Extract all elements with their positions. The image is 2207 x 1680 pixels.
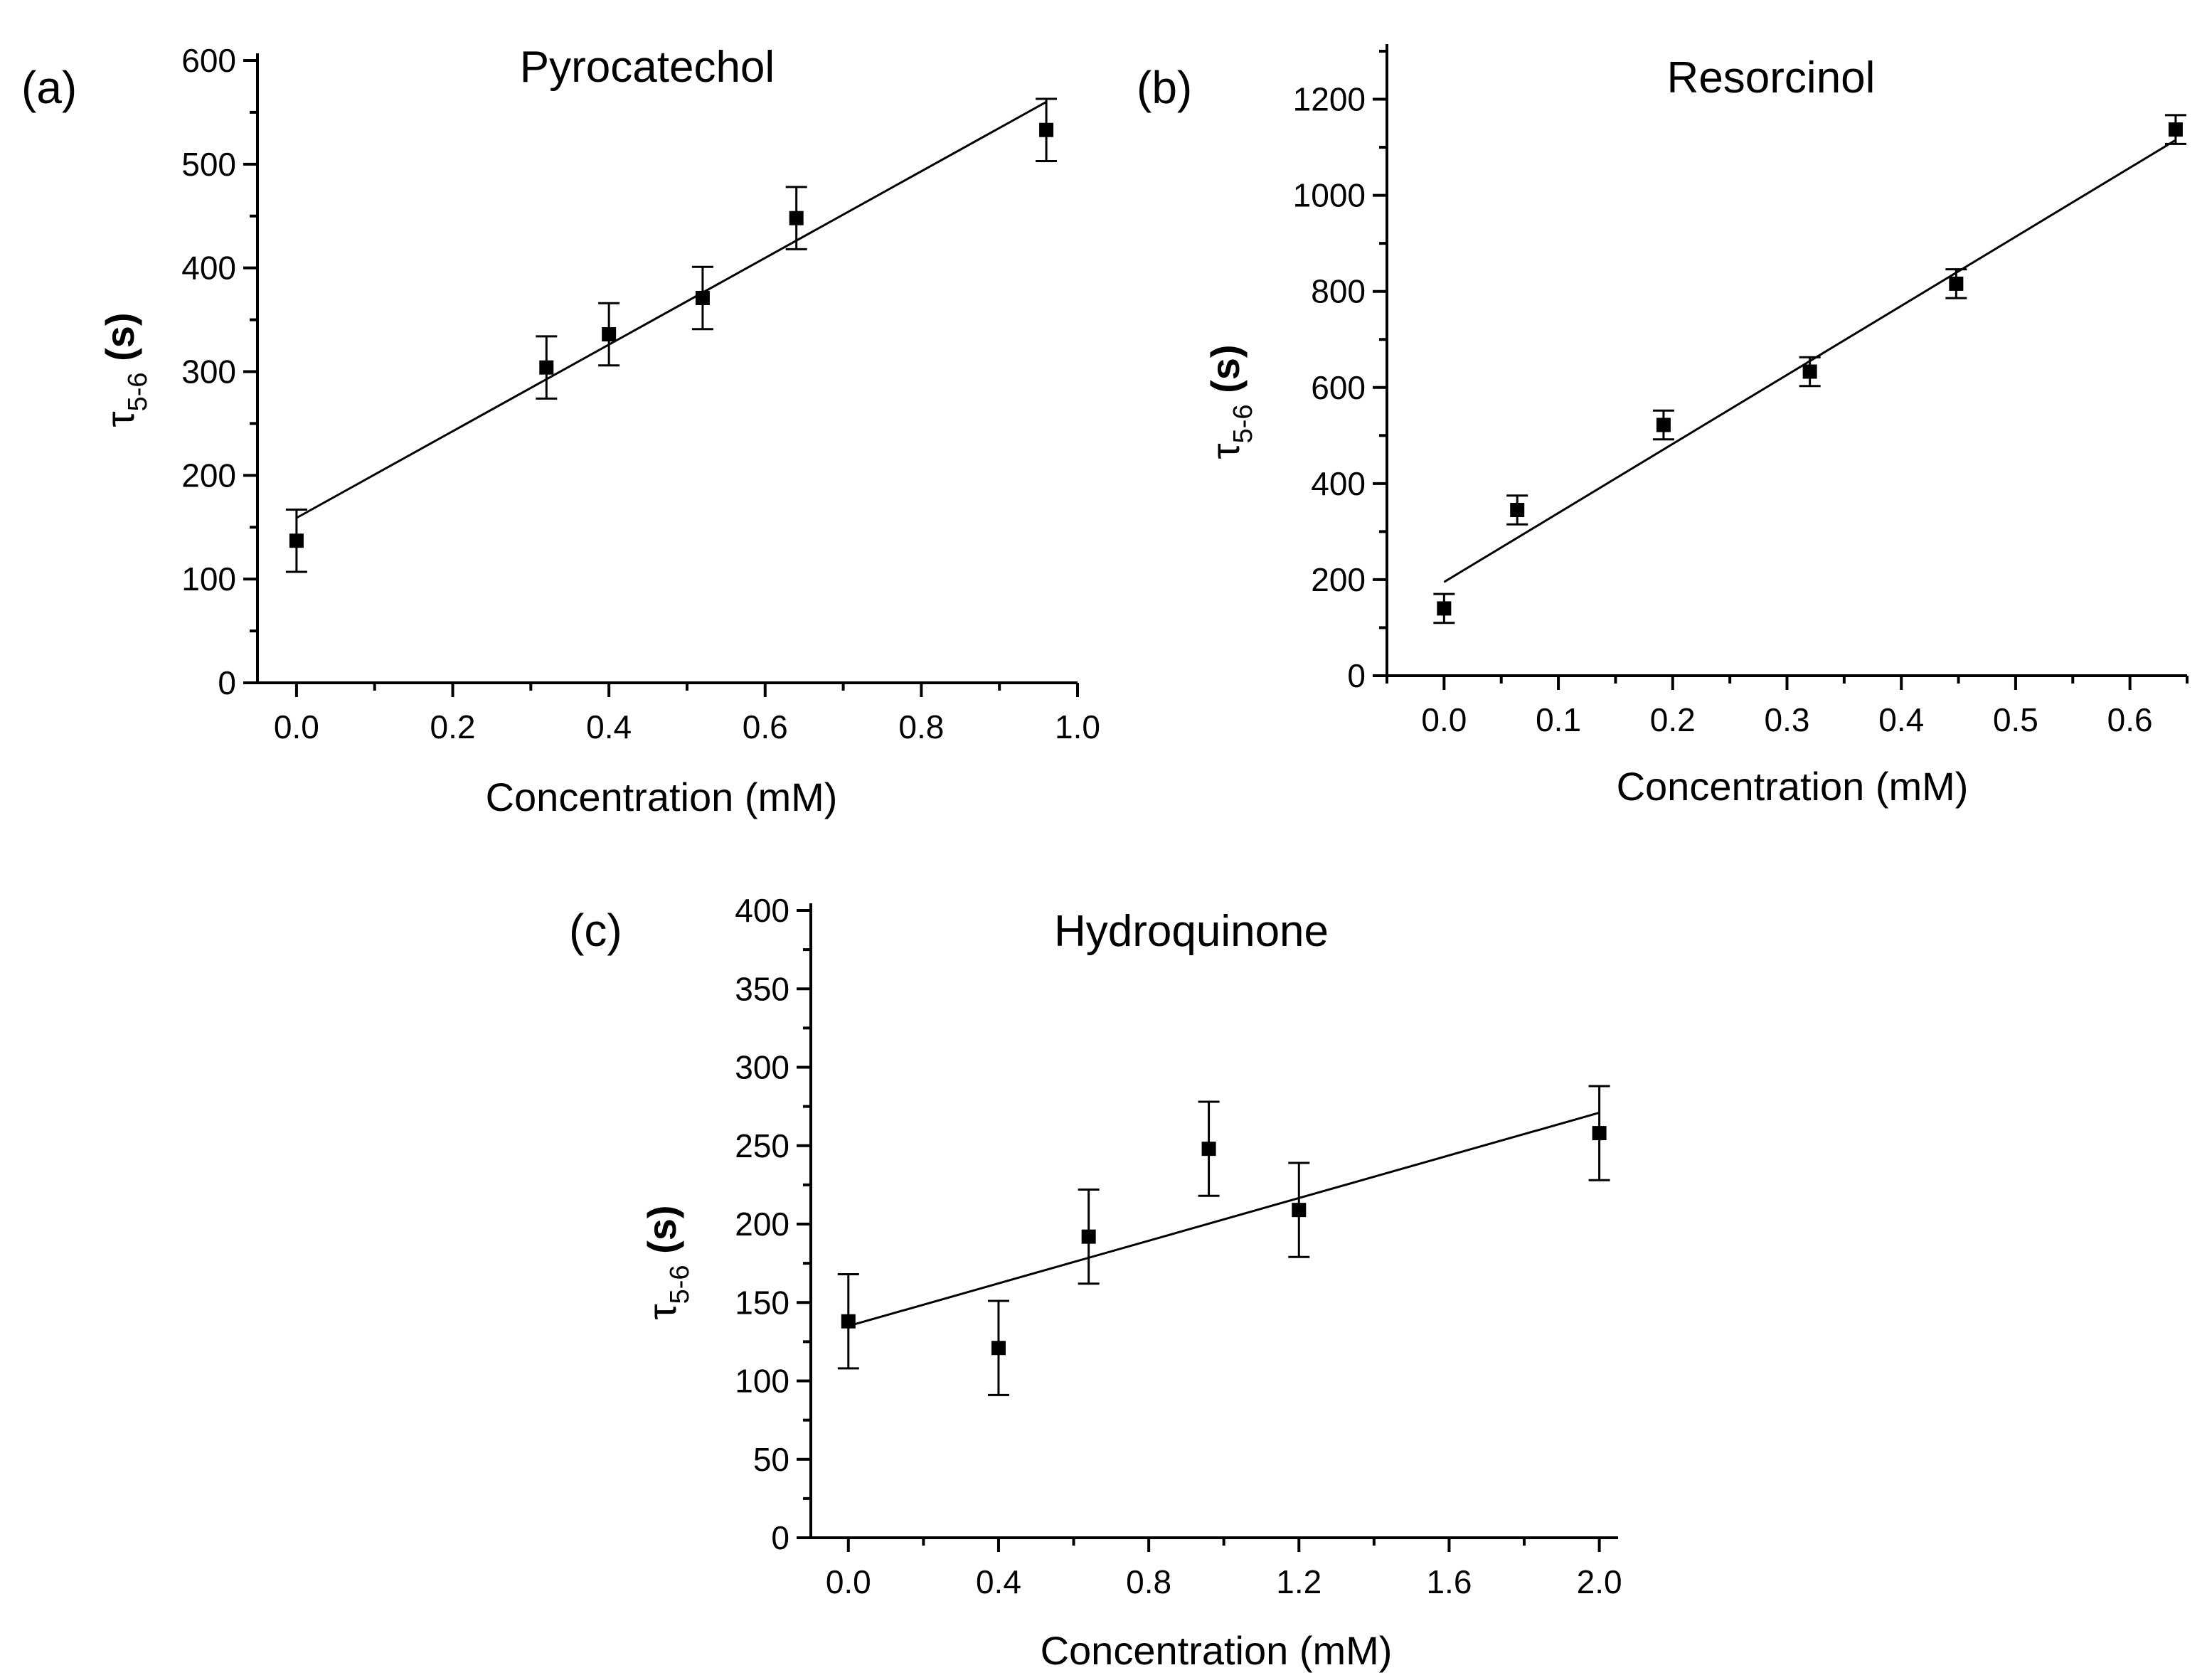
y-tick-label: 100 — [181, 560, 236, 597]
x-tick-label: 2.0 — [1577, 1563, 1622, 1600]
y-tick-label: 100 — [735, 1363, 789, 1400]
y-tick-label: 150 — [735, 1284, 789, 1321]
data-point — [1039, 122, 1054, 137]
y-tick-label: 300 — [181, 353, 236, 390]
y-tick-label: 0 — [1347, 657, 1366, 694]
data-point — [1437, 601, 1452, 616]
fit-line — [296, 101, 1047, 519]
y-axis-label-subscript: 5-6 — [123, 372, 153, 411]
y-tick-label: 1000 — [1293, 177, 1366, 214]
chart-title: Pyrocatechol — [520, 43, 775, 92]
fit-line — [848, 1112, 1600, 1327]
y-tick-label: 800 — [1311, 273, 1366, 310]
x-tick-label: 1.2 — [1276, 1563, 1321, 1600]
y-axis-label: τ5-6 (s) — [1203, 344, 1258, 459]
y-axis-label-subscript: 5-6 — [665, 1265, 695, 1304]
x-tick-label: 0.0 — [1421, 701, 1467, 738]
y-axis-label: τ5-6 (s) — [639, 1205, 695, 1319]
y-axis-label-subscript: 5-6 — [1228, 404, 1258, 443]
x-axis-label: Concentration (mM) — [1041, 1628, 1393, 1673]
data-point — [1201, 1142, 1216, 1157]
y-axis-label-symbol: τ — [639, 1304, 684, 1319]
x-tick-label: 0.2 — [430, 708, 476, 745]
data-point — [1081, 1229, 1096, 1244]
data-point — [1949, 276, 1964, 291]
x-tick-label: 1.6 — [1426, 1563, 1472, 1600]
data-point — [602, 327, 617, 341]
x-tick-label: 0.3 — [1765, 701, 1810, 738]
y-axis-label: τ5-6 (s) — [97, 312, 153, 427]
data-point — [789, 211, 804, 225]
y-tick-label: 250 — [735, 1127, 789, 1164]
x-tick-label: 0.4 — [1878, 701, 1924, 738]
data-point — [1656, 418, 1671, 432]
data-point — [695, 290, 710, 305]
x-tick-label: 0.0 — [826, 1563, 871, 1600]
chart-title: Hydroquinone — [1054, 907, 1329, 956]
x-tick-label: 0.4 — [976, 1563, 1021, 1600]
x-tick-label: 0.0 — [274, 708, 319, 745]
x-tick-label: 0.1 — [1536, 701, 1581, 738]
y-axis-label-symbol: τ — [1203, 443, 1248, 459]
data-point — [539, 360, 554, 375]
y-tick-label: 200 — [1311, 561, 1366, 598]
x-tick-label: 0.6 — [2107, 701, 2153, 738]
y-tick-label: 0 — [771, 1519, 789, 1556]
y-tick-label: 400 — [181, 250, 236, 287]
x-axis-label: Concentration (mM) — [486, 775, 838, 819]
x-tick-label: 0.5 — [1993, 701, 2038, 738]
y-tick-label: 400 — [1311, 465, 1366, 502]
y-tick-label: 350 — [735, 970, 789, 1007]
data-point — [2168, 122, 2183, 137]
y-axis-label-unit: (s) — [97, 312, 142, 372]
data-point — [289, 533, 304, 548]
chart-panel-pyrocatechol: 0.0 0.2 0.4 0.6 0.8 1.0 0 100 200 300 400 500 600 Pyr… — [21, 42, 1100, 819]
data-point — [1592, 1126, 1607, 1141]
y-tick-label: 1200 — [1293, 81, 1366, 118]
y-tick-label: 300 — [735, 1049, 789, 1086]
y-axis-label-unit: (s) — [1203, 344, 1248, 404]
data-point — [1802, 364, 1817, 379]
chart-panel-hydroquinone: 0.0 0.4 0.8 1.2 1.6 2.0 0 50 100 150 200 250 300 350 4… — [569, 892, 1622, 1673]
chart-title: Resorcinol — [1667, 53, 1876, 102]
y-axis-label-unit: (s) — [639, 1205, 684, 1265]
x-tick-label: 0.8 — [898, 708, 944, 745]
data-point — [841, 1314, 856, 1329]
y-tick-label: 600 — [181, 42, 236, 79]
y-tick-label: 600 — [1311, 369, 1366, 406]
x-tick-label: 1.0 — [1055, 708, 1100, 745]
data-point — [1510, 502, 1525, 517]
y-tick-label: 200 — [735, 1206, 789, 1243]
y-tick-label: 500 — [181, 146, 236, 183]
y-tick-label: 0 — [218, 664, 236, 701]
panel-label: (c) — [569, 905, 622, 956]
x-tick-label: 0.2 — [1650, 701, 1696, 738]
panel-label: (b) — [1137, 62, 1192, 113]
x-axis-label: Concentration (mM) — [1617, 764, 1969, 809]
x-tick-label: 0.6 — [743, 708, 788, 745]
y-axis-label-symbol: τ — [97, 411, 142, 427]
y-tick-label: 200 — [181, 457, 236, 494]
y-tick-label: 400 — [735, 892, 789, 929]
y-tick-label: 50 — [753, 1441, 789, 1478]
x-tick-label: 0.4 — [586, 708, 632, 745]
chart-panel-resorcinol: 0.0 0.1 0.2 0.3 0.4 0.5 0.6 0 200 400 600 800 1000 12… — [1137, 44, 2189, 809]
data-point — [1292, 1203, 1307, 1218]
data-point — [991, 1341, 1006, 1356]
panel-label: (a) — [21, 62, 77, 113]
x-tick-label: 0.8 — [1126, 1563, 1171, 1600]
